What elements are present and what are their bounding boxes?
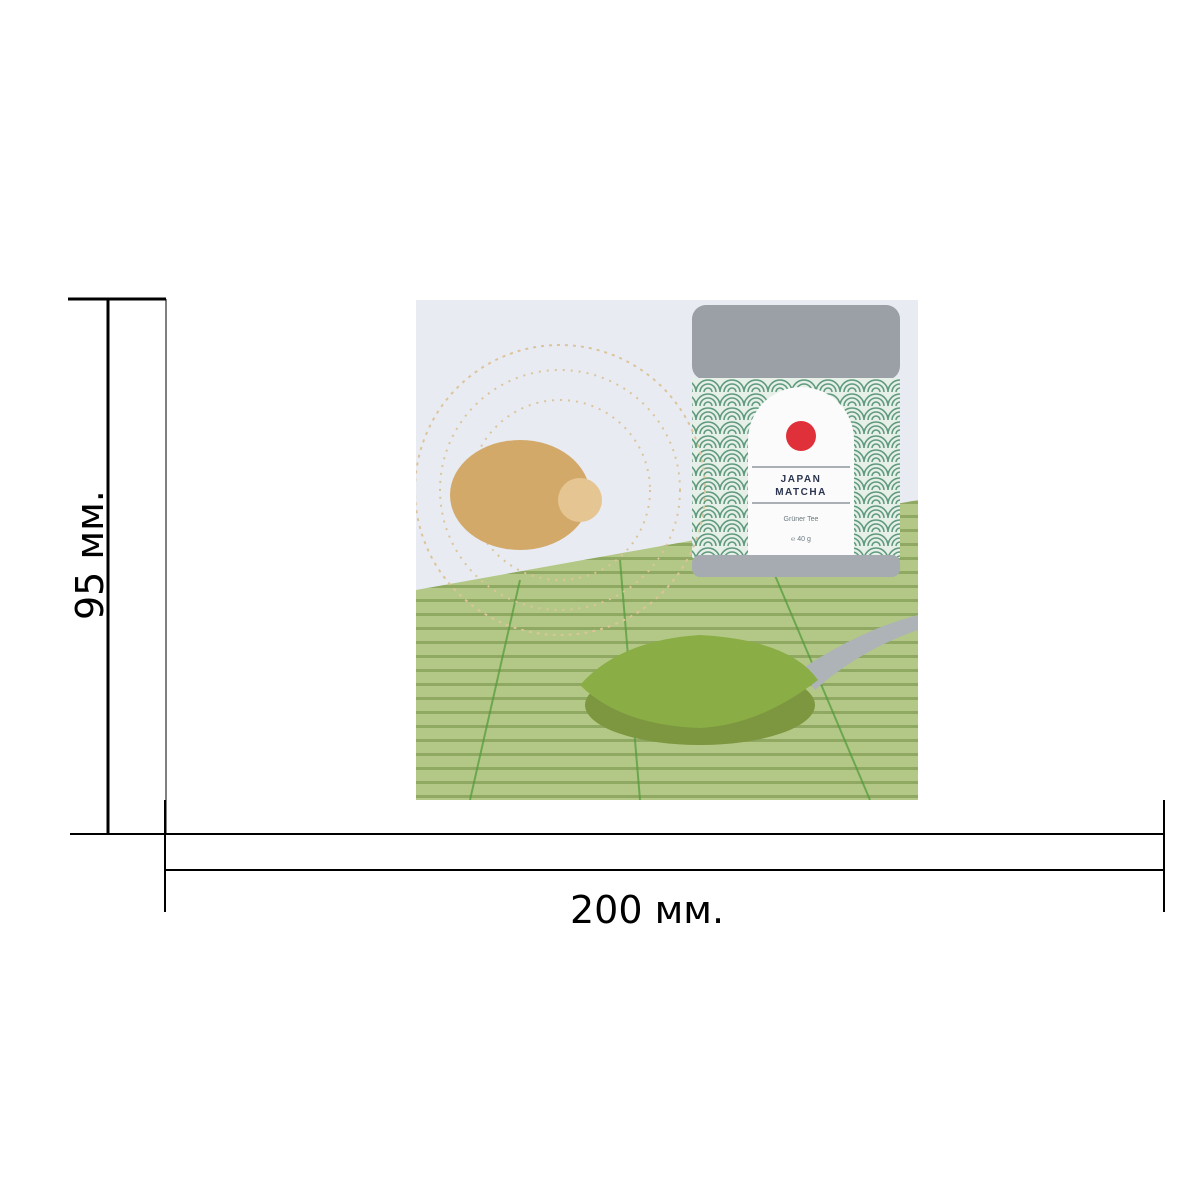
height-dimension	[68, 297, 1165, 835]
spoon-with-matcha	[580, 615, 918, 745]
whisk-handle	[450, 440, 590, 550]
can-label-subtitle: Grüner Tee	[783, 516, 819, 523]
height-label: 95 мм.	[68, 490, 112, 620]
product-photo	[416, 300, 918, 800]
matcha-tin	[692, 305, 900, 577]
can-label-line1: JAPAN	[780, 474, 822, 485]
width-dimension	[164, 800, 1165, 912]
can-label-line2: MATCHA	[775, 487, 827, 498]
sun-emblem	[786, 421, 816, 451]
can-label-weight: ℮ 40 g	[791, 536, 811, 543]
width-label: 200 мм.	[570, 888, 725, 932]
bamboo-whisk	[416, 344, 706, 636]
